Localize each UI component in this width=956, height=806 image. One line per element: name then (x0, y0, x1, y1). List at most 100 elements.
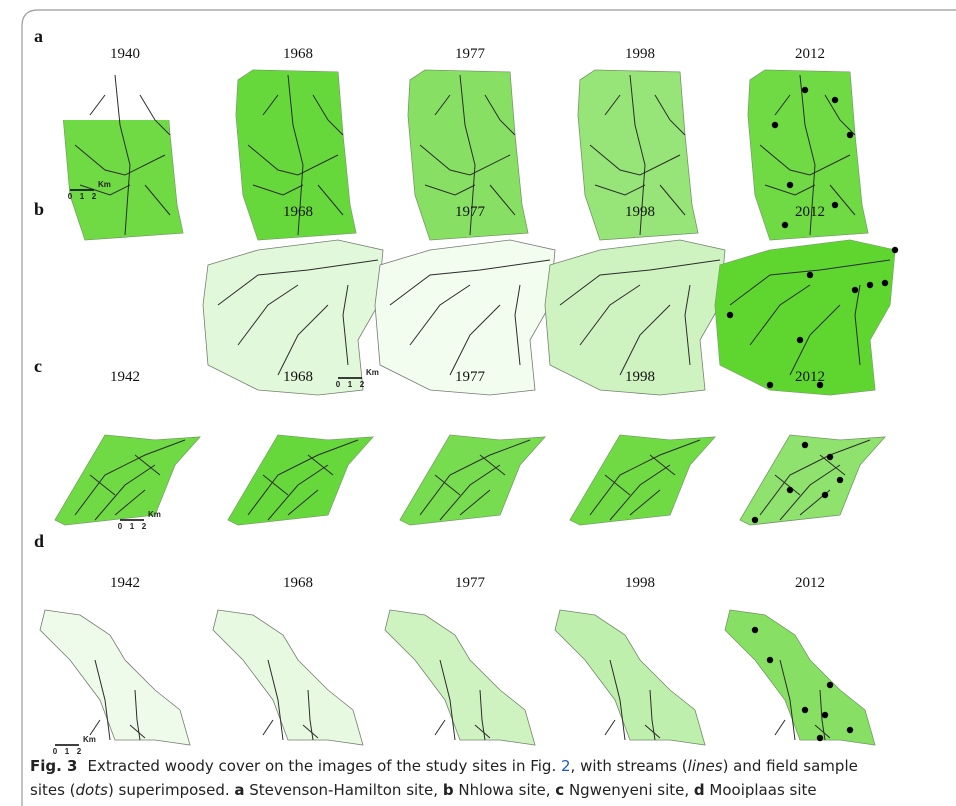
sample-dot (817, 735, 823, 741)
panel-label: a (34, 26, 43, 46)
sample-dot (822, 492, 828, 498)
scale-unit: Km (83, 735, 96, 744)
sample-dot (892, 247, 898, 253)
sample-dot (847, 727, 853, 733)
year-label: 1977 (455, 575, 486, 591)
woody-cover (400, 435, 545, 525)
year-label: 1998 (625, 575, 655, 591)
sample-dot (767, 382, 773, 388)
sample-dot (727, 312, 733, 318)
scale-unit: Km (98, 180, 111, 189)
year-label: 1977 (455, 46, 486, 62)
site-map (740, 435, 885, 525)
scale-tick: 0 (118, 522, 123, 531)
scale-tick: 2 (92, 192, 97, 201)
unmapped-area (55, 65, 195, 120)
year-label: 2012 (795, 204, 825, 220)
year-label: 1968 (283, 575, 313, 591)
sample-dot (802, 442, 808, 448)
site-map (400, 435, 545, 525)
scale-tick: 2 (142, 522, 147, 531)
scale-tick: 1 (130, 522, 135, 531)
sample-dot (807, 272, 813, 278)
scale-tick: 0 (336, 380, 341, 389)
stream (263, 720, 273, 735)
caption-text: , with streams ( (571, 757, 688, 775)
sample-dot (787, 182, 793, 188)
caption-text: c (555, 781, 564, 799)
sample-dot (752, 517, 758, 523)
caption-text: ) superimposed. (108, 781, 234, 799)
stream (605, 720, 615, 735)
sample-dot (852, 287, 858, 293)
sample-dot (767, 657, 773, 663)
year-label: 1998 (625, 46, 655, 62)
caption-link[interactable]: 2 (561, 757, 571, 775)
scale-tick: 1 (348, 380, 353, 389)
stream (435, 720, 445, 735)
site-map (385, 610, 535, 745)
sample-dot (787, 487, 793, 493)
year-label: 1968 (283, 369, 313, 385)
caption-line: Fig. 3Extracted woody cover on the image… (30, 757, 858, 775)
scale-tick: 2 (360, 380, 365, 389)
woody-cover (725, 610, 875, 745)
sample-dot (802, 707, 808, 713)
sample-dot (827, 682, 833, 688)
sample-dot (782, 222, 788, 228)
site-map (40, 610, 190, 745)
panel-label: c (34, 356, 42, 376)
caption-text: sites ( (30, 781, 76, 799)
caption-text: d (694, 781, 705, 799)
year-label: 1998 (625, 369, 655, 385)
sample-dot (847, 132, 853, 138)
caption-text: ) and field sample (723, 757, 858, 775)
sample-dot (772, 122, 778, 128)
year-label: 2012 (795, 369, 825, 385)
site-map (725, 610, 875, 745)
scale-tick: 2 (77, 747, 82, 756)
sample-dot (867, 282, 873, 288)
site-map (55, 65, 195, 240)
caption-text: dots (76, 781, 109, 799)
sample-dot (802, 87, 808, 93)
woody-cover (55, 435, 200, 525)
site-map (555, 610, 705, 745)
caption-text: Ngwenyeni site, (564, 781, 694, 799)
woody-cover (555, 610, 705, 745)
sample-dot (752, 627, 758, 633)
panel-label: d (34, 531, 44, 551)
sample-dot (827, 454, 833, 460)
caption-text: Mooiplaas site (705, 781, 817, 799)
panel-label: b (34, 199, 44, 219)
scale-tick: 0 (68, 192, 73, 201)
site-map (570, 435, 715, 525)
sample-dot (837, 477, 843, 483)
sample-dot (882, 280, 888, 286)
scale-unit: Km (366, 368, 379, 377)
figure: a19401968197719982012012Kmb1968197719982… (0, 0, 956, 806)
stream (90, 720, 100, 735)
sample-dot (822, 712, 828, 718)
year-label: 1942 (110, 369, 140, 385)
site-map (228, 435, 373, 525)
year-label: 1977 (455, 204, 486, 220)
caption-text: Extracted woody cover on the images of t… (87, 757, 561, 775)
caption-text: Nhlowa site, (454, 781, 556, 799)
year-label: 2012 (795, 46, 825, 62)
sample-dot (797, 337, 803, 343)
scale-unit: Km (148, 510, 161, 519)
year-label: 2012 (795, 575, 825, 591)
year-label: 1977 (455, 369, 486, 385)
scale-tick: 0 (53, 747, 58, 756)
year-label: 1940 (110, 46, 140, 62)
caption-text: Stevenson-Hamilton site, (245, 781, 443, 799)
stream (775, 720, 785, 735)
caption-text: b (443, 781, 454, 799)
year-label: 1942 (110, 575, 140, 591)
caption-text: lines (688, 757, 723, 775)
scale-tick: 1 (80, 192, 85, 201)
sample-dot (832, 202, 838, 208)
